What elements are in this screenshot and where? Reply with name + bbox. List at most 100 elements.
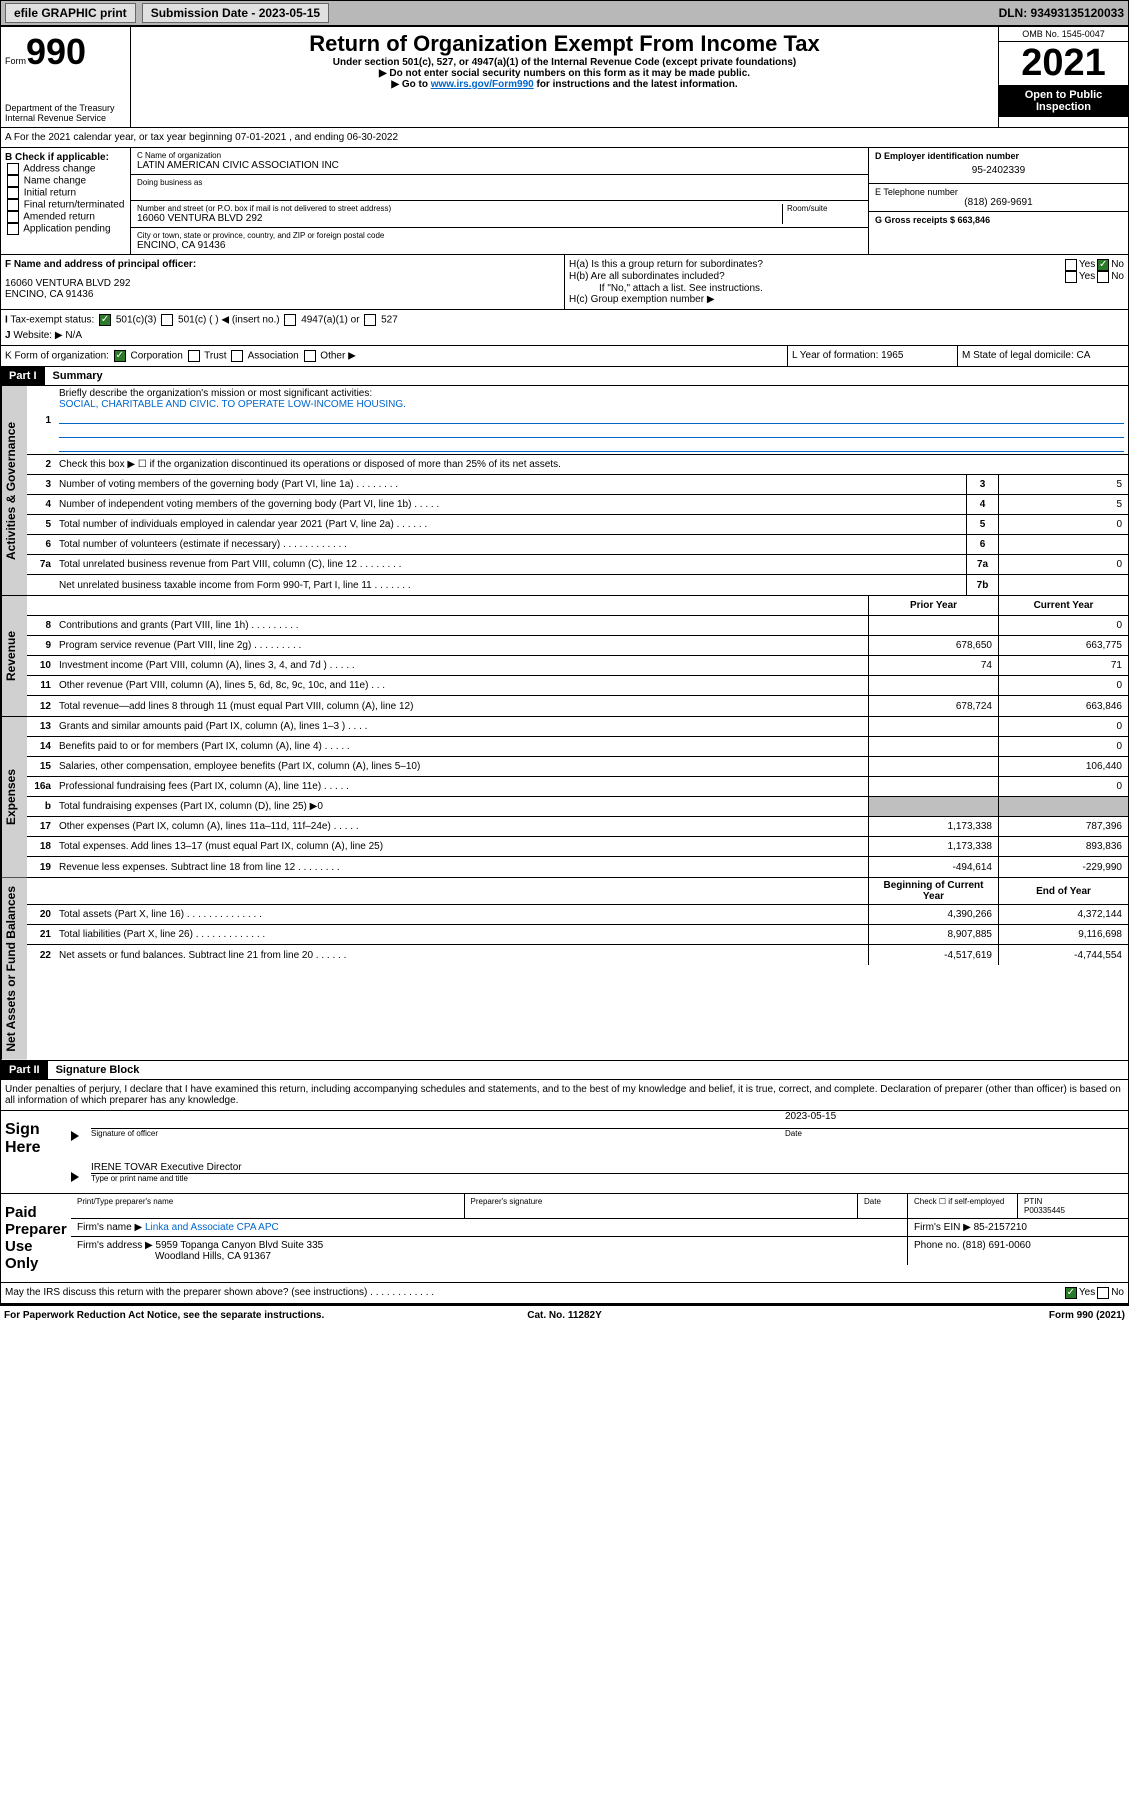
address: 16060 VENTURA BLVD 292	[137, 213, 782, 224]
k-trust[interactable]	[188, 350, 200, 362]
vert-exp: Expenses	[1, 717, 27, 877]
sign-here-section: Sign Here 2023-05-15 Signature of office…	[0, 1111, 1129, 1194]
firm-phone: (818) 691-0060	[962, 1240, 1030, 1251]
table-row: 7aTotal unrelated business revenue from …	[27, 555, 1128, 575]
i-501c3[interactable]	[99, 314, 111, 326]
k-other[interactable]	[304, 350, 316, 362]
firm-name[interactable]: Linka and Associate CPA APC	[145, 1222, 279, 1233]
tax-year: 2021	[999, 42, 1128, 85]
b-check[interactable]	[7, 211, 19, 223]
k-assoc[interactable]	[231, 350, 243, 362]
discuss-no[interactable]	[1097, 1287, 1109, 1299]
part1-header: Part I	[1, 367, 45, 385]
section-k: K Form of organization: Corporation Trus…	[0, 346, 1129, 367]
city: ENCINO, CA 91436	[137, 240, 862, 251]
officer-name: IRENE TOVAR Executive Director	[91, 1162, 1128, 1174]
e-label: E Telephone number	[875, 187, 1122, 197]
discuss: May the IRS discuss this return with the…	[5, 1287, 1063, 1298]
irs: Internal Revenue Service	[5, 113, 126, 123]
b-check[interactable]	[7, 199, 19, 211]
table-row: 11Other revenue (Part VIII, column (A), …	[27, 676, 1128, 696]
hb-yes[interactable]	[1065, 271, 1077, 283]
sign-here: Sign Here	[1, 1111, 71, 1193]
form-header: Form990 Department of the Treasury Inter…	[0, 26, 1129, 128]
discuss-yes[interactable]	[1065, 1287, 1077, 1299]
i-4947[interactable]	[284, 314, 296, 326]
vert-gov: Activities & Governance	[1, 386, 27, 595]
table-row: 13Grants and similar amounts paid (Part …	[27, 717, 1128, 737]
firm-ein-lbl: Firm's EIN ▶	[914, 1222, 971, 1233]
k-corp[interactable]	[114, 350, 126, 362]
end-head: End of Year	[998, 878, 1128, 904]
section-i-j: I Tax-exempt status: 501(c)(3) 501(c) ( …	[0, 310, 1129, 346]
efile-btn[interactable]: efile GRAPHIC print	[5, 3, 136, 23]
hc: H(c) Group exemption number ▶	[569, 294, 1124, 305]
hb: H(b) Are all subordinates included?	[569, 271, 1063, 283]
table-row: 19Revenue less expenses. Subtract line 1…	[27, 857, 1128, 877]
ein: 95-2402339	[875, 161, 1122, 180]
i-501c[interactable]	[161, 314, 173, 326]
firm-addr1: 5959 Topanga Canyon Blvd Suite 335	[156, 1240, 324, 1251]
table-row: 18Total expenses. Add lines 13–17 (must …	[27, 837, 1128, 857]
m-state: M State of legal domicile: CA	[958, 346, 1128, 366]
ptin-lbl: PTIN	[1024, 1197, 1042, 1206]
activities-governance: Activities & Governance 1Briefly describ…	[0, 386, 1129, 596]
part1-title: Summary	[45, 367, 111, 385]
declaration: Under penalties of perjury, I declare th…	[0, 1080, 1129, 1111]
begin-head: Beginning of Current Year	[868, 878, 998, 904]
f-label: F Name and address of principal officer:	[5, 259, 560, 270]
table-row: 6Total number of volunteers (estimate if…	[27, 535, 1128, 555]
sub2: ▶ Do not enter social security numbers o…	[135, 68, 994, 79]
l-year: L Year of formation: 1965	[788, 346, 958, 366]
table-row: 10Investment income (Part VIII, column (…	[27, 656, 1128, 676]
table-row: Net unrelated business taxable income fr…	[27, 575, 1128, 595]
firm-ein: 85-2157210	[974, 1222, 1027, 1233]
type-lbl: Type or print name and title	[91, 1174, 1128, 1183]
section-a: B Check if applicable: Address change Na…	[0, 148, 1129, 255]
firm-name-lbl: Firm's name ▶	[77, 1222, 142, 1233]
hb-no[interactable]	[1097, 271, 1109, 283]
b-check[interactable]	[7, 187, 19, 199]
topbar: efile GRAPHIC print Submission Date - 20…	[0, 0, 1129, 26]
submission-btn[interactable]: Submission Date - 2023-05-15	[142, 3, 329, 23]
paid-label: Paid Preparer Use Only	[1, 1194, 71, 1282]
form-number: 990	[26, 31, 86, 72]
table-row: 8Contributions and grants (Part VIII, li…	[27, 616, 1128, 636]
q1: Briefly describe the organization's miss…	[59, 388, 372, 399]
irs-link[interactable]: www.irs.gov/Form990	[431, 79, 534, 90]
phone: (818) 269-9691	[875, 197, 1122, 208]
sig-officer-lbl: Signature of officer	[91, 1129, 777, 1138]
section-a-year: A For the 2021 calendar year, or tax yea…	[0, 128, 1129, 148]
vert-net: Net Assets or Fund Balances	[1, 878, 27, 1060]
b-check[interactable]	[7, 163, 19, 175]
table-row: 12Total revenue—add lines 8 through 11 (…	[27, 696, 1128, 716]
org-name: LATIN AMERICAN CIVIC ASSOCIATION INC	[137, 160, 862, 171]
website: N/A	[65, 330, 82, 341]
part2-title: Signature Block	[48, 1061, 148, 1079]
arrow-icon	[71, 1131, 79, 1141]
table-row: 15Salaries, other compensation, employee…	[27, 757, 1128, 777]
phone-lbl: Phone no.	[914, 1240, 960, 1251]
table-row: 16aProfessional fundraising fees (Part I…	[27, 777, 1128, 797]
ha-yes[interactable]	[1065, 259, 1077, 271]
j-label: Website: ▶	[13, 330, 62, 341]
f-addr1: 16060 VENTURA BLVD 292	[5, 278, 560, 289]
i-527[interactable]	[364, 314, 376, 326]
b-check[interactable]	[7, 175, 19, 187]
arrow-icon	[71, 1172, 79, 1182]
prep-date-lbl: Date	[858, 1194, 908, 1218]
sig-date: 2023-05-15	[777, 1111, 1128, 1129]
table-row: 21Total liabilities (Part X, line 26) . …	[27, 925, 1128, 945]
table-row: bTotal fundraising expenses (Part IX, co…	[27, 797, 1128, 817]
footer-left: For Paperwork Reduction Act Notice, see …	[4, 1310, 378, 1321]
b-check[interactable]	[7, 223, 19, 235]
vert-rev: Revenue	[1, 596, 27, 716]
form-label: Form	[5, 56, 26, 66]
footer-mid: Cat. No. 11282Y	[378, 1310, 752, 1321]
table-row: 22Net assets or fund balances. Subtract …	[27, 945, 1128, 965]
d-label: D Employer identification number	[875, 151, 1122, 161]
table-row: 9Program service revenue (Part VIII, lin…	[27, 636, 1128, 656]
ha-no[interactable]	[1097, 259, 1109, 271]
addr-label: Number and street (or P.O. box if mail i…	[137, 204, 782, 213]
q1-ans[interactable]: SOCIAL, CHARITABLE AND CIVIC. TO OPERATE…	[59, 399, 406, 410]
